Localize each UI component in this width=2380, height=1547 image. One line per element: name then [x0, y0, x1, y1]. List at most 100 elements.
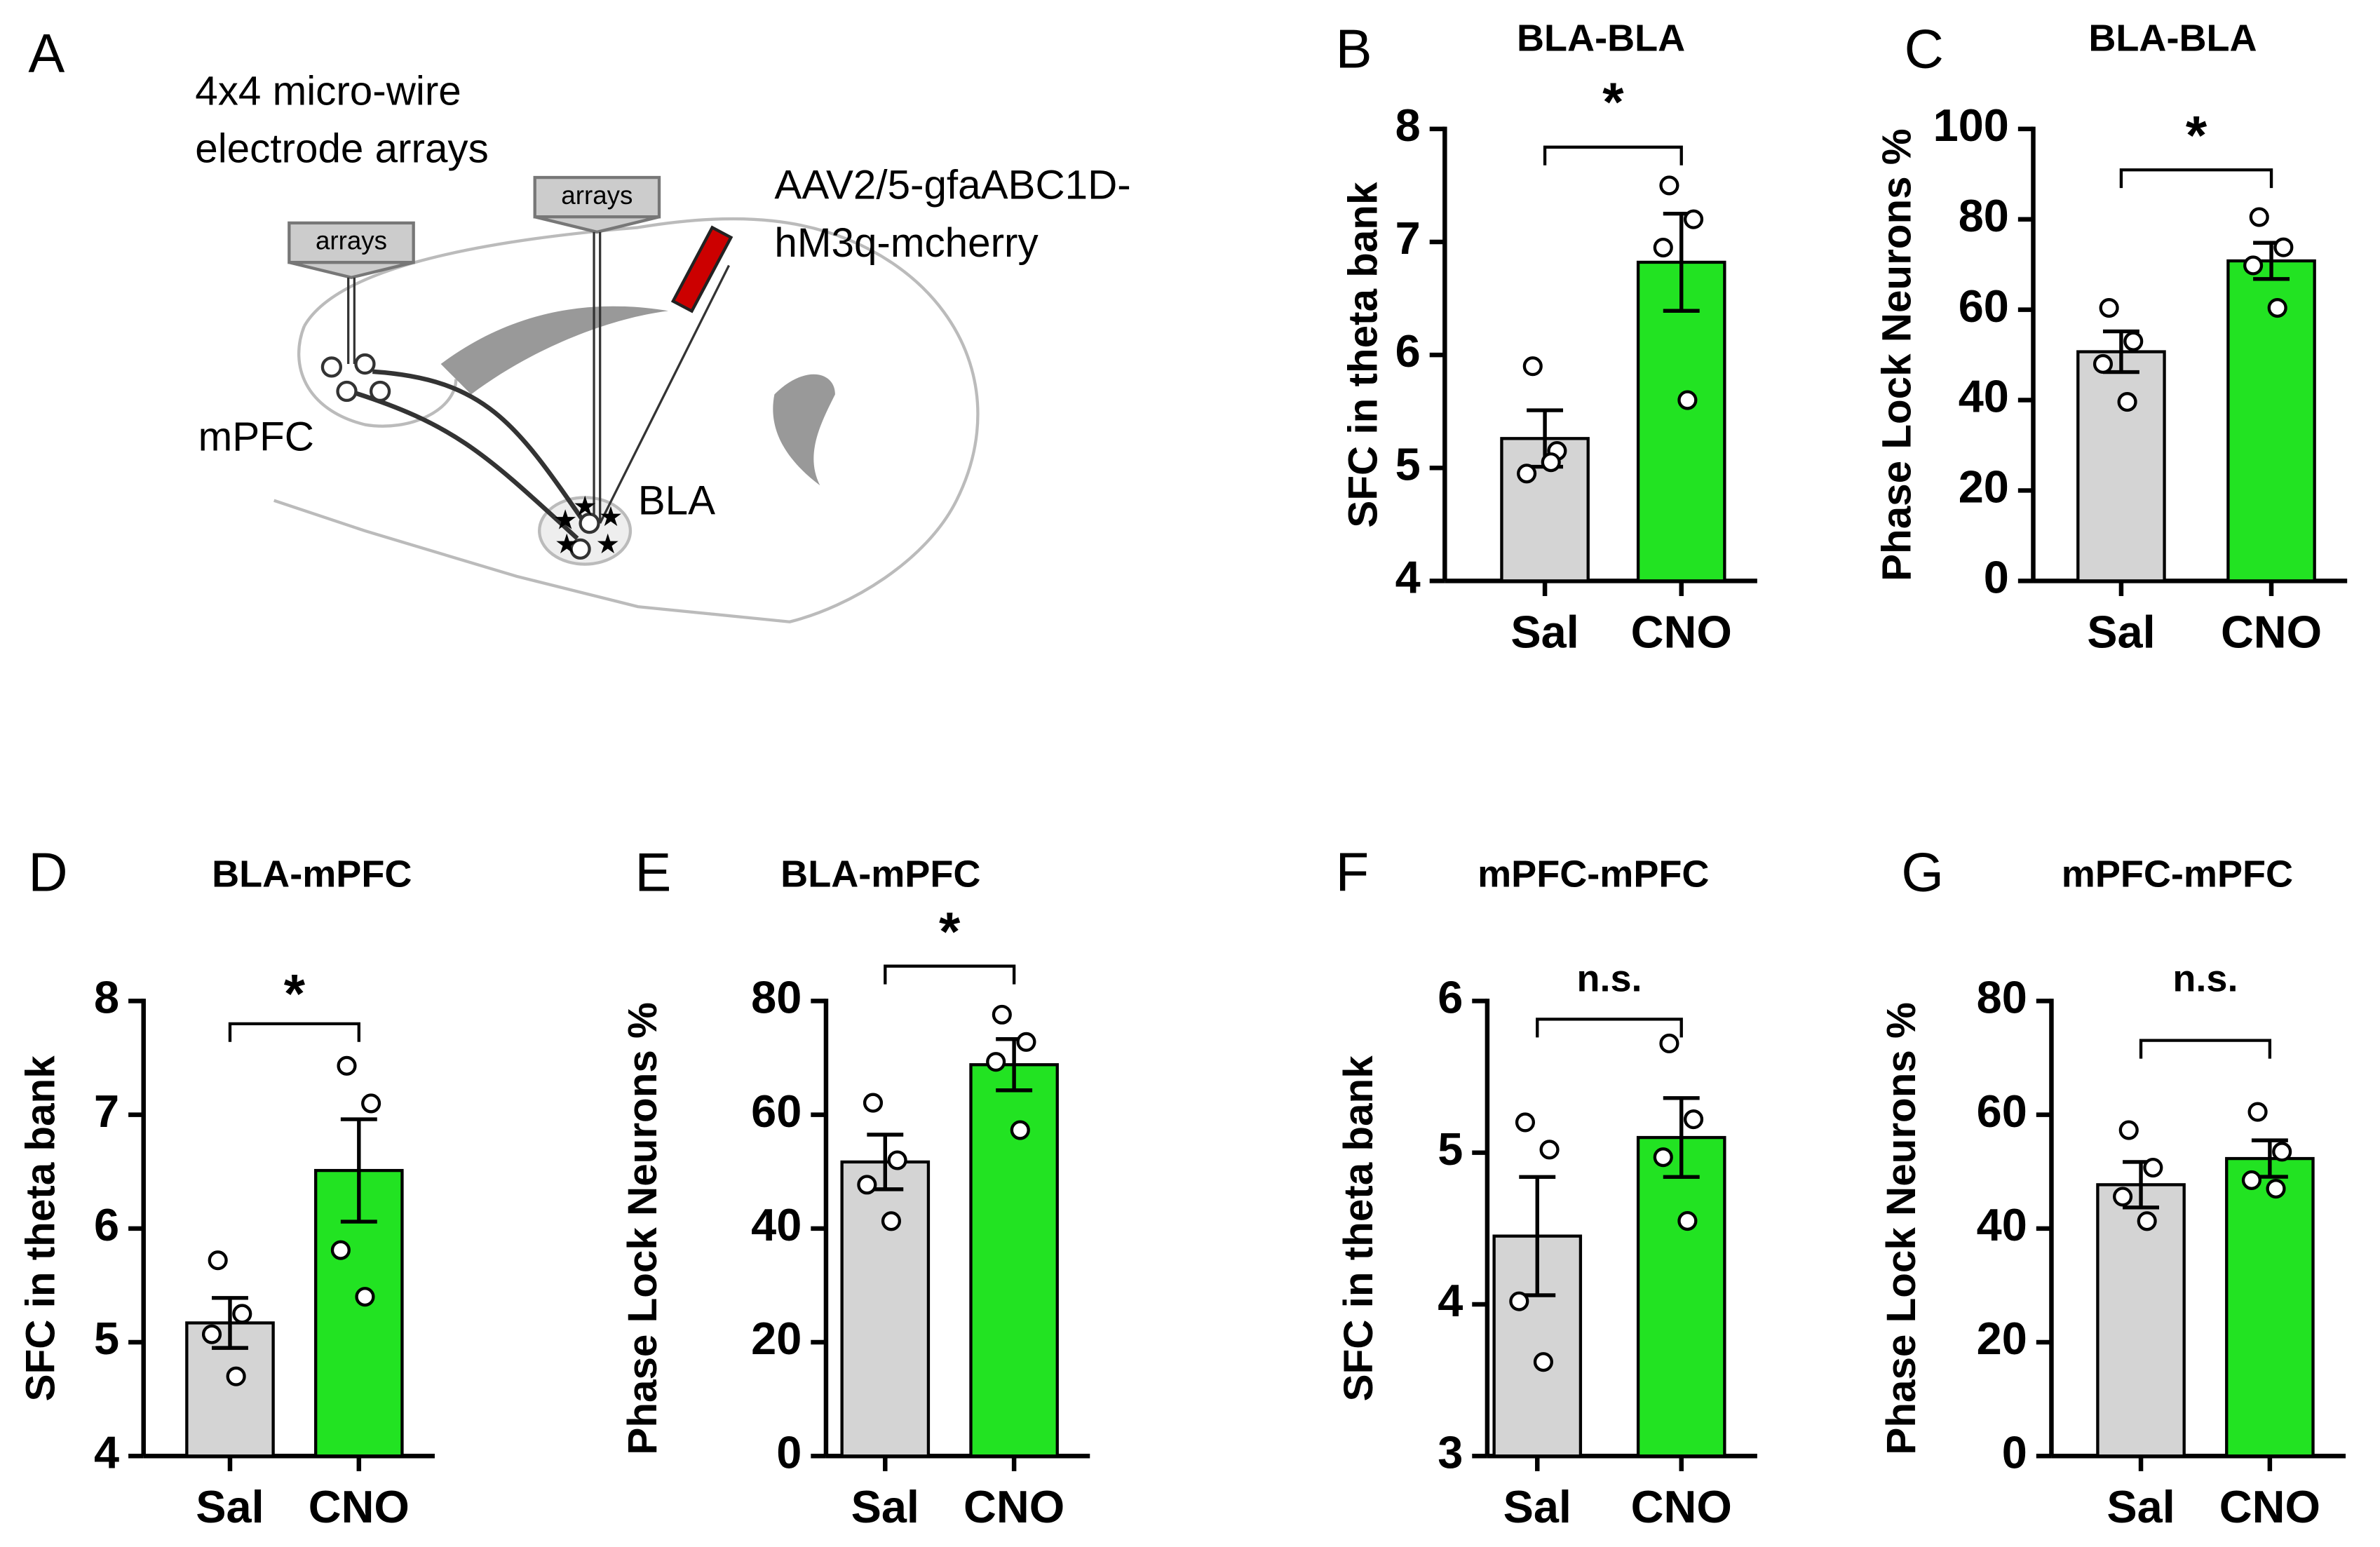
data-point — [1515, 1112, 1536, 1133]
array-box — [534, 215, 660, 234]
data-point — [1016, 1032, 1036, 1052]
error-bar — [2102, 329, 2139, 374]
significance-label: * — [284, 964, 306, 1025]
fiber — [349, 369, 587, 541]
data-point — [1659, 175, 1679, 196]
y-tick-label: 4 — [1395, 551, 1421, 602]
x-tick-label: CNO — [2221, 606, 2322, 657]
panel-letter: E — [635, 843, 671, 903]
x-tick-label: Sal — [1510, 606, 1578, 657]
data-point — [992, 1004, 1012, 1025]
x-tick-label: CNO — [964, 1481, 1064, 1532]
data-point — [1539, 1140, 1560, 1160]
y-tick-label: 40 — [751, 1199, 802, 1250]
ventricle — [773, 374, 835, 486]
y-tick-label: 6 — [1395, 325, 1421, 377]
chart-title: BLA-BLA — [1517, 18, 1685, 60]
array-tag: arrays — [316, 227, 387, 255]
data-point — [2118, 1120, 2139, 1140]
y-axis-label: SFC in theta bank — [1336, 1055, 1381, 1402]
data-point — [1653, 1147, 1673, 1168]
bar — [1636, 1135, 1726, 1458]
data-point — [1653, 237, 1673, 258]
needle — [599, 264, 730, 524]
significance-bracket — [2119, 168, 2273, 189]
data-point — [201, 1324, 222, 1344]
data-point — [2267, 297, 2287, 318]
data-point — [1541, 452, 1561, 473]
wire — [347, 231, 602, 524]
y-axis-label: SFC in theta bank — [1340, 182, 1386, 528]
data-point — [2113, 1187, 2133, 1207]
array-label: 4x4 micro-wire — [195, 69, 461, 114]
y-tick-label: 7 — [94, 1086, 119, 1137]
data-point — [2273, 237, 2294, 257]
y-tick-label: 5 — [1395, 438, 1421, 489]
significance-label: * — [939, 902, 961, 962]
chart-title: BLA-mPFC — [780, 853, 980, 895]
significance-label: * — [1602, 72, 1624, 133]
error-bar — [212, 1296, 248, 1350]
svg-text:★: ★ — [599, 502, 623, 532]
data-point — [863, 1093, 884, 1113]
chart-title: BLA-mPFC — [212, 853, 412, 895]
data-point — [2123, 331, 2144, 351]
chart-title: mPFC-mPFC — [2062, 853, 2293, 895]
data-point — [208, 1250, 228, 1271]
y-tick-label: 0 — [776, 1426, 802, 1478]
syringe — [670, 225, 733, 313]
data-point — [1509, 1291, 1529, 1311]
y-tick-label: 20 — [1977, 1313, 2027, 1364]
y-axis-label: Phase Lock Neurons % — [620, 1002, 665, 1455]
data-point — [1533, 1352, 1553, 1372]
bar — [2096, 1183, 2186, 1458]
svg-text:★: ★ — [553, 505, 578, 535]
array-tag: arrays — [561, 181, 633, 210]
y-tick-label: 8 — [1395, 100, 1421, 151]
data-point — [986, 1052, 1006, 1072]
chart-title: mPFC-mPFC — [1478, 853, 1709, 895]
error-bar — [340, 1117, 377, 1224]
y-tick-label: 80 — [1977, 972, 2027, 1023]
y-tick-label: 20 — [1959, 461, 2009, 513]
y-tick-label: 4 — [94, 1426, 119, 1478]
significance-label: n.s. — [2172, 958, 2238, 1000]
data-point — [2117, 392, 2137, 412]
svg-text:★: ★ — [555, 529, 579, 560]
data-point — [2092, 353, 2114, 374]
data-point — [2272, 1142, 2292, 1162]
data-point — [361, 1093, 381, 1114]
data-point — [2243, 255, 2264, 276]
y-axis-label: Phase Lock Neurons % — [1879, 1002, 1924, 1455]
data-point — [2099, 297, 2119, 318]
significance-bracket — [1543, 145, 1683, 165]
svg-text:★: ★ — [595, 529, 620, 560]
data-point — [1522, 356, 1543, 377]
y-tick-label: 80 — [1959, 190, 2009, 241]
y-tick-label: 7 — [1395, 212, 1421, 264]
x-tick-label: Sal — [1503, 1481, 1571, 1532]
significance-bracket — [228, 1022, 360, 1042]
array-box — [288, 221, 415, 264]
ventricle — [440, 306, 669, 395]
y-tick-label: 0 — [2002, 1426, 2027, 1478]
data-point — [2241, 1170, 2261, 1190]
y-tick-label: 100 — [1933, 100, 2009, 151]
significance-label: n.s. — [1576, 958, 1642, 1000]
panel-a: ★ ★★★ ★ — [273, 175, 980, 623]
panel-letter: B — [1336, 19, 1372, 79]
y-tick-label: 5 — [1438, 1123, 1463, 1175]
data-point — [2266, 1178, 2286, 1199]
data-point — [2137, 1211, 2157, 1231]
chart-title: BLA-BLA — [2088, 18, 2257, 60]
bar — [840, 1160, 931, 1458]
y-tick-label: 0 — [1984, 551, 2009, 602]
x-tick-label: CNO — [309, 1481, 410, 1532]
data-point — [2247, 1102, 2268, 1122]
y-tick-label: 6 — [1438, 972, 1463, 1023]
y-tick-label: 6 — [94, 1199, 119, 1250]
bar — [2225, 1156, 2315, 1458]
data-point — [2143, 1157, 2163, 1178]
array-box — [533, 175, 661, 219]
stars: ★ ★★★ ★ — [553, 492, 623, 560]
